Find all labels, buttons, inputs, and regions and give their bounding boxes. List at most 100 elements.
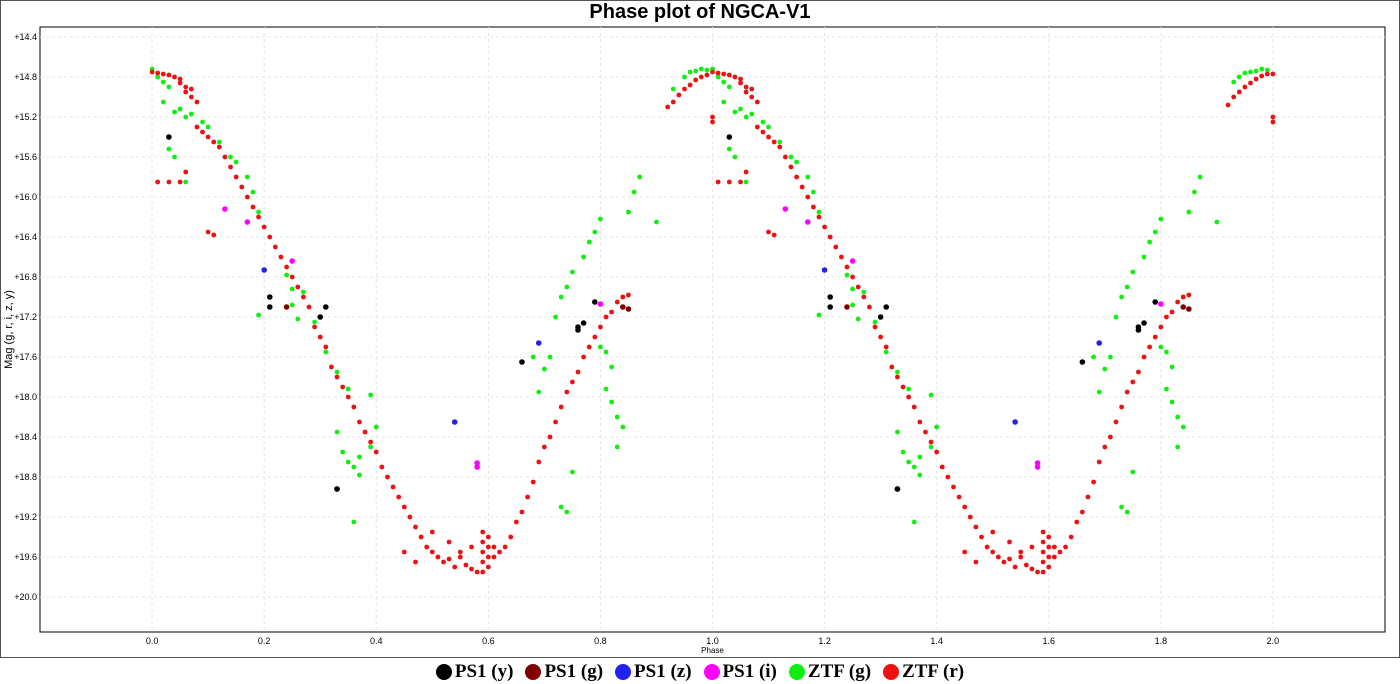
point-ztf-r — [889, 364, 895, 370]
point-ztf-g — [1119, 504, 1125, 510]
point-ztf-r — [373, 449, 379, 455]
point-ztf-r — [743, 84, 749, 90]
point-ztf-r — [1164, 314, 1169, 320]
point-ztf-r — [233, 174, 239, 180]
point-ztf-r — [962, 549, 968, 555]
point-ps1-y — [894, 486, 901, 492]
point-ztf-r — [1018, 549, 1024, 555]
point-ztf-r — [738, 76, 743, 82]
point-ztf-g — [704, 67, 710, 73]
x-tick-label: 1.6 — [1042, 636, 1055, 646]
point-ztf-g — [1253, 68, 1259, 74]
point-ztf-r — [211, 232, 217, 238]
point-ztf-r — [1102, 444, 1108, 450]
point-ztf-r — [256, 214, 261, 220]
point-ztf-r — [1169, 309, 1175, 315]
point-ztf-r — [485, 534, 491, 540]
point-ztf-r — [1113, 419, 1119, 425]
point-ztf-r — [564, 389, 570, 395]
point-ztf-r — [424, 544, 430, 550]
point-ps1-y — [1141, 320, 1147, 326]
point-ztf-r — [990, 529, 996, 535]
point-ztf-r — [788, 164, 794, 170]
point-ps1-i — [1158, 301, 1164, 307]
point-ztf-g — [693, 68, 699, 74]
point-ztf-r — [536, 459, 542, 465]
point-ztf-g — [357, 472, 362, 478]
point-ztf-r — [329, 364, 334, 370]
point-ztf-g — [614, 444, 620, 450]
point-ztf-r — [760, 129, 766, 135]
point-ztf-g — [300, 289, 306, 295]
point-ztf-g — [558, 504, 564, 510]
point-ztf-r — [738, 80, 743, 86]
legend-swatch — [525, 663, 542, 680]
point-ps1-y — [592, 299, 598, 305]
point-ztf-g — [553, 314, 558, 320]
point-ztf-r — [474, 569, 480, 575]
y-tick-label: +17.6 — [14, 352, 37, 362]
point-ztf-g — [732, 109, 738, 115]
point-ztf-r — [284, 264, 289, 270]
point-ztf-r — [306, 304, 312, 310]
legend-swatch — [615, 663, 632, 680]
point-ztf-r — [771, 232, 777, 238]
point-ps1-y — [827, 294, 833, 300]
point-ztf-r — [244, 194, 250, 200]
legend-label: ZTF (g) — [807, 660, 872, 682]
point-ztf-g — [620, 424, 626, 430]
legend: PS1 (y) PS1 (g) PS1 (z) PS1 (i) ZTF (g) ZTF (… — [0, 659, 1400, 684]
point-ztf-g — [569, 269, 575, 275]
point-ztf-r — [166, 72, 172, 78]
point-ztf-g — [1164, 386, 1169, 392]
point-ps1-y — [519, 359, 525, 365]
point-ztf-g — [743, 114, 749, 120]
point-ztf-r — [766, 134, 771, 140]
legend-label: PS1 (i) — [722, 660, 777, 682]
point-ztf-r — [547, 434, 553, 440]
point-ztf-g — [200, 119, 205, 125]
point-ztf-r — [665, 104, 671, 110]
point-ps1-y — [877, 314, 884, 320]
legend-item: PS1 (i) — [703, 660, 777, 683]
point-ztf-g — [698, 66, 704, 72]
point-ztf-g — [850, 302, 856, 308]
point-ztf-r — [1231, 94, 1237, 100]
point-ztf-r — [177, 80, 183, 86]
point-ps1-y — [266, 294, 273, 300]
point-ztf-r — [312, 324, 318, 330]
point-ztf-r — [1040, 559, 1046, 565]
point-ztf-r — [1107, 434, 1113, 440]
x-tick-label: 1.2 — [818, 636, 831, 646]
point-ztf-r — [160, 71, 166, 77]
x-tick-label: 1.0 — [706, 636, 719, 646]
point-ps1-i — [474, 460, 480, 466]
point-ztf-r — [878, 334, 884, 340]
point-ztf-g — [345, 459, 351, 465]
point-ztf-r — [917, 419, 923, 425]
y-tick-label: +18.4 — [14, 432, 37, 442]
point-ztf-r — [1141, 354, 1147, 360]
point-ztf-r — [973, 559, 979, 565]
point-ztf-g — [250, 189, 256, 195]
point-ztf-r — [390, 484, 396, 490]
point-ztf-r — [754, 124, 760, 130]
point-ztf-g — [738, 106, 743, 112]
point-ztf-r — [827, 234, 833, 240]
y-tick-label: +20.0 — [14, 592, 37, 602]
point-ztf-r — [295, 284, 301, 290]
point-ztf-g — [244, 174, 250, 180]
point-ztf-g — [637, 174, 643, 180]
point-ztf-g — [654, 219, 659, 225]
legend-swatch — [788, 663, 805, 680]
point-ztf-r — [1147, 344, 1153, 350]
point-ztf-r — [1152, 334, 1158, 340]
point-ztf-g — [166, 84, 172, 90]
point-ztf-r — [726, 72, 732, 78]
point-ztf-g — [895, 429, 900, 435]
point-ztf-g — [172, 109, 177, 115]
x-tick-label: 0.8 — [594, 636, 607, 646]
point-ztf-r — [513, 519, 519, 525]
point-ztf-r — [1007, 556, 1012, 562]
y-tick-label: +16.8 — [14, 272, 37, 282]
